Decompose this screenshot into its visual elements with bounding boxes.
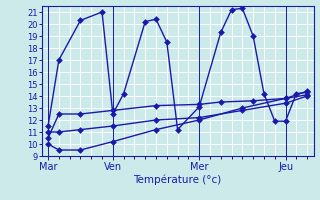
X-axis label: Température (°c): Température (°c) xyxy=(133,174,222,185)
